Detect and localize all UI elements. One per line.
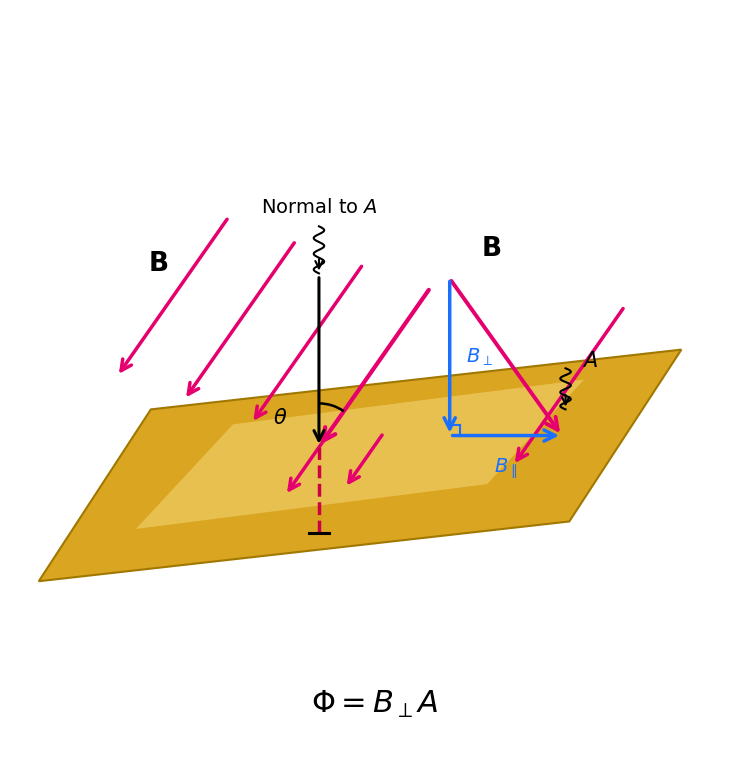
Text: $\mathbf{B}$: $\mathbf{B}$ [148, 250, 169, 277]
Polygon shape [136, 380, 584, 529]
Text: $B_{\parallel}$: $B_{\parallel}$ [494, 456, 517, 481]
Text: $B_{\perp}$: $B_{\perp}$ [466, 346, 493, 367]
Text: Normal to $A$: Normal to $A$ [260, 198, 377, 217]
Polygon shape [39, 350, 681, 581]
Text: $\theta$: $\theta$ [273, 408, 287, 428]
Text: $A$: $A$ [582, 351, 598, 371]
Text: $\mathbf{B}$: $\mathbf{B}$ [481, 236, 501, 262]
Text: $\Phi = B_{\perp}A$: $\Phi = B_{\perp}A$ [311, 689, 439, 720]
